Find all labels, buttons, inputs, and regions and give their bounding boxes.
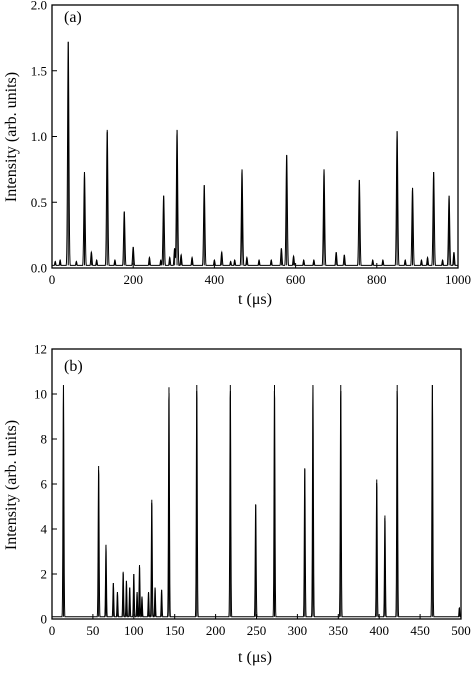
y-tick-label-b: 2	[41, 567, 48, 582]
y-tick-label-a: 2.0	[31, 0, 47, 13]
x-tick-label-b: 100	[124, 623, 144, 638]
x-tick-label-b: 50	[86, 623, 99, 638]
y-axis-label-b: Intensity (arb. units)	[3, 420, 20, 550]
y-tick-label-b: 12	[34, 342, 47, 357]
y-axis-label-a: Intensity (arb. units)	[3, 72, 20, 202]
x-axis-label-a: t (μs)	[238, 291, 272, 308]
x-tick-label-a: 1000	[445, 272, 471, 287]
y-tick-label-b: 6	[41, 477, 48, 492]
x-tick-label-b: 300	[288, 623, 308, 638]
series-line-b	[52, 384, 461, 618]
y-tick-label-b: 8	[41, 432, 48, 447]
x-tick-label-b: 350	[329, 623, 349, 638]
y-tick-label-a: 1.0	[31, 129, 47, 144]
x-tick-label-a: 0	[49, 272, 56, 287]
panel-a: 0 200 400 600 800 1000 0.0 0.5 1.0 1.5 2.0 (a) t (…	[3, 0, 471, 308]
axis-ticks-b: 0 50 100 150 200 250 300 350 400 450 500 0 2 4 6 8 10 12	[34, 342, 471, 639]
y-tick-label-b: 4	[41, 522, 48, 537]
y-tick-label-b: 0	[41, 612, 48, 627]
x-tick-label-b: 250	[247, 623, 267, 638]
x-tick-label-b: 150	[165, 623, 185, 638]
x-tick-label-b: 0	[49, 623, 56, 638]
panel-label-b: (b)	[64, 358, 83, 375]
axis-ticks-a: 0 200 400 600 800 1000 0.0 0.5 1.0 1.5 2.0	[31, 0, 471, 287]
panel-b: 0 50 100 150 200 250 300 350 400 450 500024681012 …	[3, 342, 471, 667]
x-axis-label-b: t (μs)	[238, 649, 272, 666]
x-tick-label-a: 200	[123, 272, 143, 287]
x-tick-label-a: 400	[205, 272, 225, 287]
x-tick-label-b: 500	[451, 623, 471, 638]
x-tick-label-a: 600	[286, 272, 306, 287]
x-tick-label-b: 450	[410, 623, 430, 638]
y-tick-label-b: 10	[34, 387, 47, 402]
x-tick-label-b: 400	[369, 623, 389, 638]
y-tick-label-a: 1.5	[31, 63, 47, 78]
panel-label-a: (a)	[64, 9, 82, 26]
y-tick-label-a: 0.5	[31, 195, 47, 210]
x-tick-label-b: 200	[206, 623, 226, 638]
y-tick-label-a: 0.0	[31, 261, 47, 276]
series-line-a	[52, 41, 458, 266]
x-tick-label-a: 800	[367, 272, 387, 287]
